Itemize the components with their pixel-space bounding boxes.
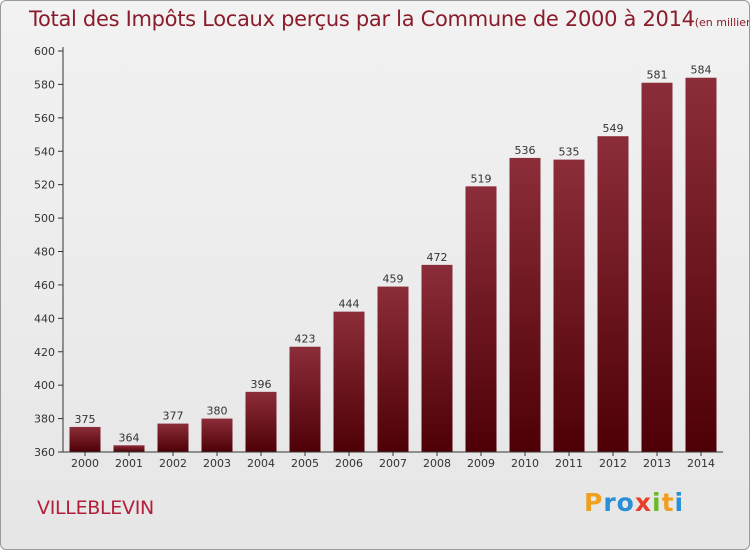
value-label-2001: 364 [119, 431, 140, 444]
value-label-2012: 549 [603, 122, 624, 135]
x-tick-label-2000: 2000 [71, 457, 99, 470]
y-tick-label: 560 [34, 112, 55, 125]
bar-2011 [553, 159, 585, 452]
x-tick-label-2005: 2005 [291, 457, 319, 470]
y-tick-label: 480 [34, 246, 55, 259]
x-tick-label-2007: 2007 [379, 457, 407, 470]
value-label-2013: 581 [647, 69, 668, 82]
commune-name: VILLEBLEVIN [37, 497, 154, 519]
value-label-2010: 536 [515, 144, 536, 157]
chart-title-text: Total des Impôts Locaux perçus par la Co… [29, 7, 695, 31]
value-label-2014: 584 [691, 64, 712, 77]
y-tick-label: 360 [34, 446, 55, 459]
y-tick-label: 460 [34, 279, 55, 292]
x-tick-label-2004: 2004 [247, 457, 275, 470]
bar-2002 [157, 423, 189, 452]
bar-2000 [69, 426, 101, 452]
x-tick-label-2006: 2006 [335, 457, 363, 470]
y-tick-label: 540 [34, 145, 55, 158]
value-label-2000: 375 [75, 413, 96, 426]
bar-2014 [685, 77, 717, 452]
x-tick-label-2011: 2011 [555, 457, 583, 470]
bar-2007 [377, 286, 409, 452]
value-label-2006: 444 [339, 298, 360, 311]
bar-2001 [113, 445, 145, 452]
bar-2003 [201, 418, 233, 452]
bar-2010 [509, 157, 541, 452]
x-tick-label-2012: 2012 [599, 457, 627, 470]
value-label-2003: 380 [207, 405, 228, 418]
y-tick-label: 400 [34, 379, 55, 392]
bar-2009 [465, 186, 497, 452]
chart-title: Total des Impôts Locaux perçus par la Co… [29, 7, 749, 31]
value-label-2009: 519 [471, 172, 492, 185]
x-tick-label-2009: 2009 [467, 457, 495, 470]
y-tick-label: 500 [34, 212, 55, 225]
y-tick-label: 380 [34, 413, 55, 426]
x-tick-label-2013: 2013 [643, 457, 671, 470]
y-tick-label: 520 [34, 179, 55, 192]
value-label-2007: 459 [383, 273, 404, 286]
bar-2005 [289, 346, 321, 452]
bar-2004 [245, 391, 277, 452]
x-tick-label-2008: 2008 [423, 457, 451, 470]
y-tick-label: 580 [34, 78, 55, 91]
x-tick-label-2010: 2010 [511, 457, 539, 470]
bar-2013 [641, 82, 673, 452]
y-tick-label: 420 [34, 346, 55, 359]
y-tick-label: 600 [34, 45, 55, 58]
bar-2006 [333, 311, 365, 452]
x-tick-label-2014: 2014 [687, 457, 715, 470]
x-tick-label-2001: 2001 [115, 457, 143, 470]
x-tick-label-2002: 2002 [159, 457, 187, 470]
bar-2008 [421, 264, 453, 452]
bar-2012 [597, 136, 629, 452]
value-label-2002: 377 [163, 410, 184, 423]
value-label-2005: 423 [295, 333, 316, 346]
proxiti-logo: Proxiti [584, 488, 685, 517]
chart-unit-note: (en milliers d'€) [694, 16, 749, 29]
value-label-2004: 396 [251, 378, 272, 391]
value-label-2011: 535 [559, 146, 580, 159]
value-label-2008: 472 [427, 251, 448, 264]
y-tick-label: 440 [34, 312, 55, 325]
x-tick-label-2003: 2003 [203, 457, 231, 470]
